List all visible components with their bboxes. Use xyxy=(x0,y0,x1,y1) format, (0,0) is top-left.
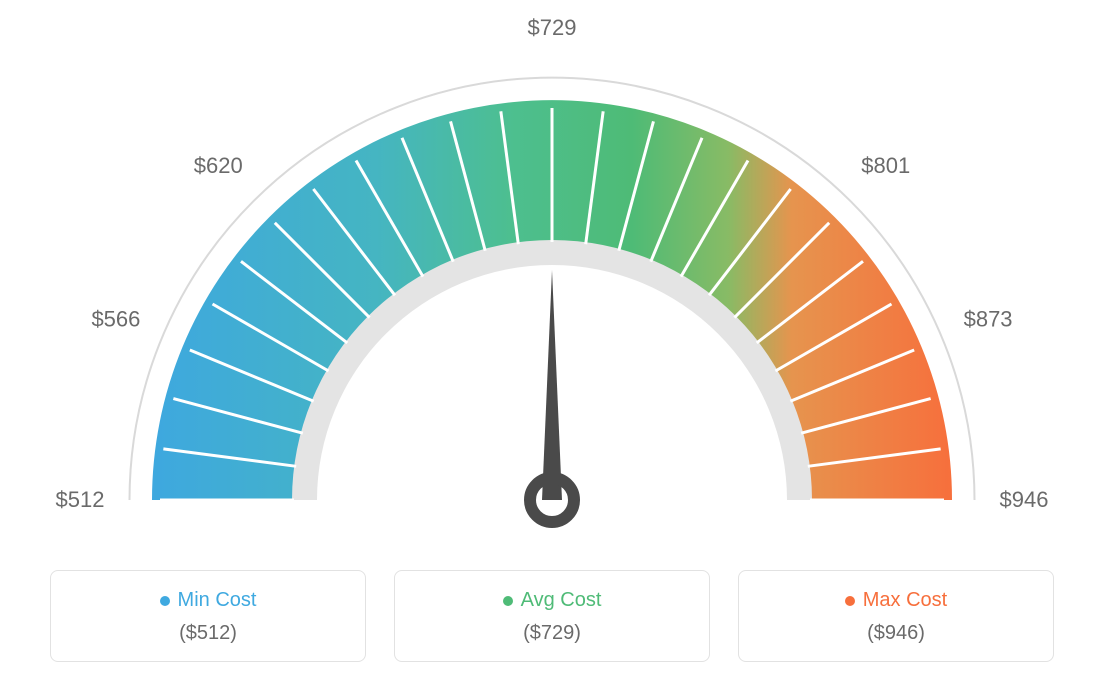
legend-label-min: Min Cost xyxy=(178,589,257,612)
legend-label-row: Min Cost xyxy=(71,589,345,612)
gauge-tick-label: $801 xyxy=(861,153,910,178)
cost-gauge-chart: $512 $566 $620 $729 $801 $873 $946 Min Cost ($5… xyxy=(0,0,1104,690)
gauge-tick-label: $946 xyxy=(1000,487,1049,512)
legend-card-max: Max Cost ($946) xyxy=(738,570,1054,662)
legend-dot-avg xyxy=(503,596,513,606)
gauge-tick-label: $873 xyxy=(964,306,1013,331)
gauge-tick-label: $566 xyxy=(91,306,140,331)
legend-dot-min xyxy=(160,596,170,606)
legend-value-max: ($946) xyxy=(759,622,1033,645)
legend-dot-max xyxy=(845,596,855,606)
gauge-svg: $512 $566 $620 $729 $801 $873 $946 xyxy=(0,0,1104,560)
legend-label-row: Max Cost xyxy=(759,589,1033,612)
gauge-tick-label: $729 xyxy=(528,15,577,40)
gauge-needle xyxy=(542,270,562,500)
legend-card-min: Min Cost ($512) xyxy=(50,570,366,662)
legend-row: Min Cost ($512) Avg Cost ($729) Max Cost ($94… xyxy=(0,570,1104,662)
gauge-tick-label: $512 xyxy=(56,487,105,512)
legend-card-avg: Avg Cost ($729) xyxy=(394,570,710,662)
legend-label-max: Max Cost xyxy=(863,589,947,612)
legend-label-avg: Avg Cost xyxy=(521,589,602,612)
gauge-area: $512 $566 $620 $729 $801 $873 $946 xyxy=(0,0,1104,560)
legend-label-row: Avg Cost xyxy=(415,589,689,612)
legend-value-avg: ($729) xyxy=(415,622,689,645)
gauge-tick-label: $620 xyxy=(194,153,243,178)
legend-value-min: ($512) xyxy=(71,622,345,645)
